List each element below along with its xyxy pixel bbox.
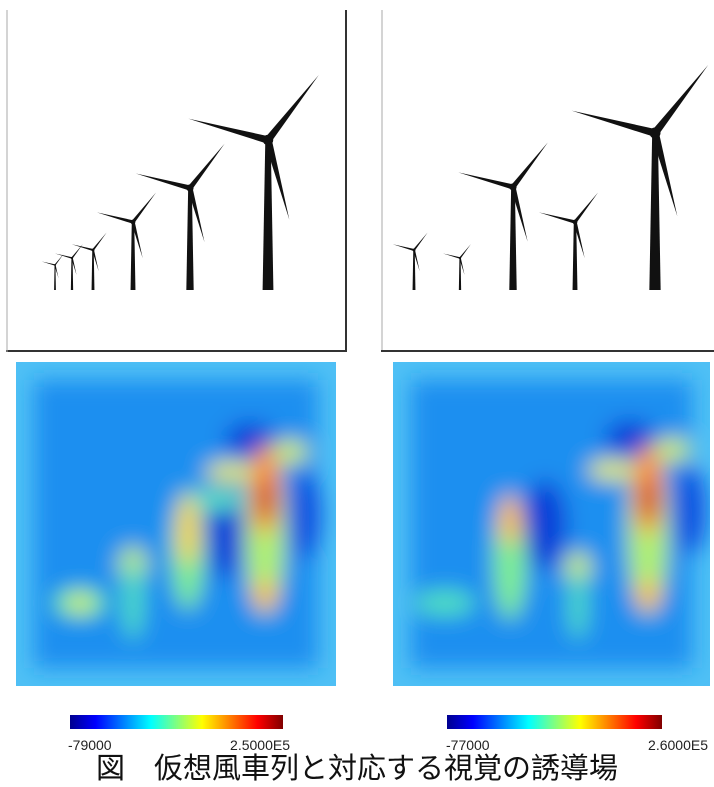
- colorbar-max-label: 2.6000E5: [648, 737, 708, 753]
- colorbar: [70, 715, 283, 729]
- turbine-panel: [381, 10, 714, 352]
- heatmap: [16, 362, 336, 686]
- colorbar: [447, 715, 662, 729]
- caption: 図 仮想風車列と対応する視覚の誘導場: [96, 751, 618, 785]
- turbine-panel: [6, 10, 346, 352]
- figure: -79000 2.5000E5 -77000 2.6000E5 図 仮想風車列と…: [0, 0, 714, 787]
- heatmap: [393, 362, 710, 686]
